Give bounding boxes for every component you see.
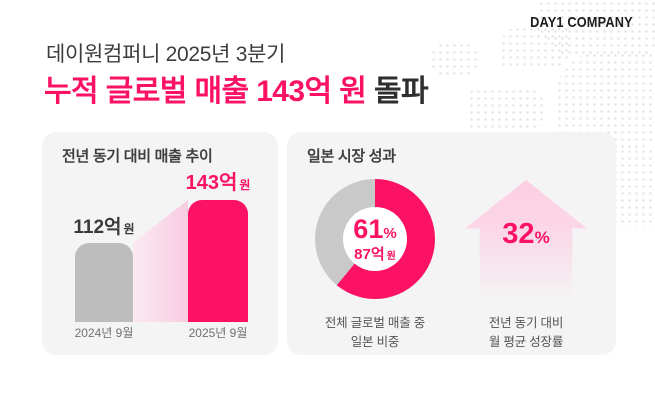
bar-2025-value: 143억 원 bbox=[177, 173, 259, 193]
donut-percent-value: 61 bbox=[353, 214, 384, 244]
growth-percent: 32% bbox=[465, 220, 587, 249]
donut-amount: 87억 원 bbox=[354, 247, 396, 262]
donut-caption-line1: 전체 글로벌 매출 중 bbox=[324, 316, 426, 330]
growth-caption: 전년 동기 대비 월 평균 성장률 bbox=[446, 314, 606, 353]
growth-caption-line1: 전년 동기 대비 bbox=[488, 316, 564, 330]
japan-card-title: 일본 시장 성과 bbox=[307, 148, 396, 165]
world-map-dots bbox=[430, 42, 478, 76]
bar-2024-label: 2024년 9월 bbox=[74, 326, 134, 340]
bar-2024-amount: 112억 bbox=[73, 217, 122, 238]
bar-2025 bbox=[188, 200, 248, 322]
bar-2025-label: 2025년 9월 bbox=[188, 326, 248, 340]
page-title-highlight: 누적 글로벌 매출 143억 원 bbox=[44, 75, 367, 108]
growth-percent-value: 32 bbox=[502, 218, 535, 250]
world-map-dots bbox=[468, 88, 546, 138]
bar-2024-unit: 원 bbox=[123, 222, 135, 236]
header-subtitle: 데이원컴퍼니 2025년 3분기 bbox=[46, 43, 286, 66]
bar-2024-value: 112억 원 bbox=[63, 218, 145, 237]
donut-percent-sign: % bbox=[383, 225, 397, 242]
donut-percent: 61% bbox=[353, 216, 396, 243]
donut-caption: 전체 글로벌 매출 중 일본 비중 bbox=[295, 314, 455, 353]
donut-caption-line2: 일본 비중 bbox=[350, 335, 400, 350]
bar-2025-unit: 원 bbox=[239, 178, 251, 192]
growth-percent-sign: % bbox=[534, 228, 550, 247]
bar-2024 bbox=[75, 243, 133, 322]
growth-caption-line2: 월 평균 성장률 bbox=[488, 335, 564, 350]
donut-amount-unit: 원 bbox=[386, 251, 396, 262]
world-map-dots bbox=[500, 26, 572, 70]
donut-amount-value: 87억 bbox=[354, 246, 385, 263]
revenue-card: 전년 동기 대비 매출 추이 112억 원 143억 원 2024년 9월 2025… bbox=[42, 132, 278, 355]
company-logo: DAY1 COMPANY bbox=[530, 14, 633, 31]
page-title: 누적 글로벌 매출 143억 원 돌파 bbox=[44, 66, 429, 110]
page-title-rest: 돌파 bbox=[366, 75, 429, 108]
revenue-card-title: 전년 동기 대비 매출 추이 bbox=[62, 148, 213, 165]
bar-2025-amount: 143억 bbox=[185, 172, 238, 194]
donut-center-label: 61% 87억 원 bbox=[315, 179, 435, 299]
japan-card: 일본 시장 성과 61% 87억 원 전체 글로벌 매출 중 일본 비중 32% … bbox=[287, 132, 616, 355]
donut-chart bbox=[315, 179, 435, 299]
